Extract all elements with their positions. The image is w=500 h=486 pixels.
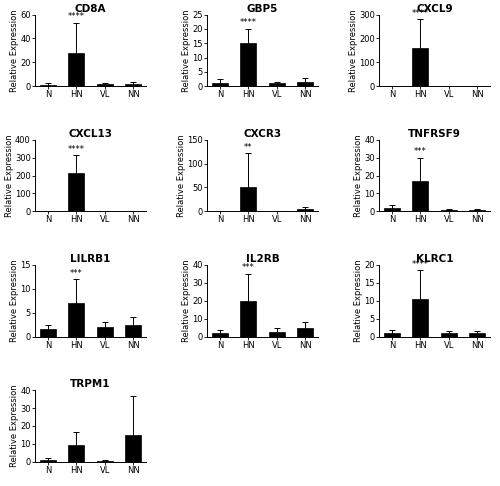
Bar: [298, 209, 313, 211]
Bar: [240, 301, 256, 336]
Y-axis label: Relative Expression: Relative Expression: [10, 9, 19, 92]
Bar: [441, 209, 456, 211]
Bar: [384, 333, 400, 336]
Bar: [212, 333, 228, 336]
Title: LILRB1: LILRB1: [70, 254, 110, 264]
Y-axis label: Relative Expression: Relative Expression: [182, 9, 191, 92]
Y-axis label: Relative Expression: Relative Expression: [4, 134, 14, 217]
Bar: [68, 173, 84, 211]
Title: CXCR3: CXCR3: [244, 129, 282, 139]
Bar: [97, 327, 112, 336]
Y-axis label: Relative Expression: Relative Expression: [176, 134, 186, 217]
Bar: [97, 461, 112, 462]
Bar: [269, 332, 284, 336]
Bar: [240, 187, 256, 211]
Bar: [470, 209, 485, 211]
Title: TNFRSF9: TNFRSF9: [408, 129, 461, 139]
Bar: [412, 181, 428, 211]
Bar: [68, 303, 84, 336]
Text: ****: ****: [412, 260, 429, 269]
Bar: [269, 83, 284, 86]
Text: **: **: [244, 143, 252, 152]
Y-axis label: Relative Expression: Relative Expression: [10, 384, 19, 467]
Title: KLRC1: KLRC1: [416, 254, 454, 264]
Text: ***: ***: [242, 263, 254, 273]
Bar: [412, 299, 428, 336]
Bar: [470, 333, 485, 336]
Text: ***: ***: [414, 147, 426, 156]
Text: ****: ****: [68, 144, 85, 154]
Bar: [441, 333, 456, 336]
Bar: [68, 53, 84, 86]
Y-axis label: Relative Expression: Relative Expression: [348, 9, 358, 92]
Title: CXCL9: CXCL9: [416, 4, 453, 14]
Title: TRPM1: TRPM1: [70, 380, 110, 389]
Bar: [126, 84, 141, 86]
Bar: [68, 445, 84, 462]
Bar: [126, 435, 141, 462]
Bar: [97, 85, 112, 86]
Bar: [126, 325, 141, 336]
Bar: [40, 330, 56, 336]
Title: IL2RB: IL2RB: [246, 254, 280, 264]
Text: ****: ****: [68, 13, 85, 21]
Bar: [298, 328, 313, 336]
Bar: [40, 460, 56, 462]
Title: CD8A: CD8A: [74, 4, 106, 14]
Y-axis label: Relative Expression: Relative Expression: [354, 134, 363, 217]
Bar: [40, 85, 56, 86]
Bar: [298, 82, 313, 86]
Bar: [384, 208, 400, 211]
Title: GBP5: GBP5: [247, 4, 278, 14]
Text: ****: ****: [240, 18, 257, 27]
Text: ***: ***: [70, 269, 82, 278]
Text: ****: ****: [412, 9, 429, 18]
Y-axis label: Relative Expression: Relative Expression: [354, 260, 363, 342]
Y-axis label: Relative Expression: Relative Expression: [182, 260, 191, 342]
Bar: [412, 48, 428, 86]
Bar: [240, 43, 256, 86]
Bar: [212, 83, 228, 86]
Title: CXCL13: CXCL13: [68, 129, 112, 139]
Y-axis label: Relative Expression: Relative Expression: [10, 260, 19, 342]
